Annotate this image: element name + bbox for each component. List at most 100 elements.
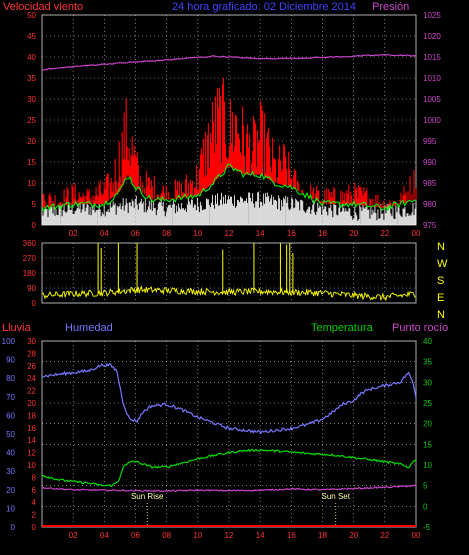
wind-speed-axis-label: Velocidad viento xyxy=(3,1,83,13)
rain-tick-label: 10 xyxy=(27,461,36,470)
chart-title: 24 hora graficado: 02 Diciembre 2014 xyxy=(172,1,356,13)
temperature-humidity-panel: 02 04 06 08 10 12 14 16 18 20 22 000102030405060708… xyxy=(2,337,433,540)
rain-axis-label: Lluvia xyxy=(2,322,32,334)
rain-tick-label: 8 xyxy=(32,473,37,482)
right-tick-label: 975 xyxy=(423,221,437,230)
dewpoint-axis-label: Punto rocío xyxy=(392,322,448,334)
x-tick-label: 04 xyxy=(100,229,109,238)
left-tick-label: 5 xyxy=(32,200,37,209)
left-tick-label: 15 xyxy=(27,158,36,167)
right-tick-label: 1000 xyxy=(423,116,441,125)
direction-tick-label: 270 xyxy=(23,254,37,263)
wind-avg-bars xyxy=(41,191,417,225)
x-tick-label: 00 xyxy=(412,229,421,238)
right-tick-label: 990 xyxy=(423,158,437,167)
x-tick-label: 10 xyxy=(193,229,202,238)
x-tick-label: 02 xyxy=(69,531,78,540)
left-tick-label: 25 xyxy=(27,116,36,125)
temperature-tick-label: 15 xyxy=(423,440,432,449)
right-tick-label: 1025 xyxy=(423,11,441,20)
direction-tick-label: 180 xyxy=(23,269,37,278)
x-tick-label: 20 xyxy=(349,531,358,540)
rain-tick-label: 0 xyxy=(32,523,37,532)
rain-tick-label: 12 xyxy=(27,449,36,458)
rain-tick-label: 4 xyxy=(32,498,37,507)
sun-annotation-label: Sun Set xyxy=(322,492,351,501)
rain-tick-label: 26 xyxy=(27,362,36,371)
x-tick-label: 14 xyxy=(256,531,265,540)
left-tick-label: 30 xyxy=(27,95,36,104)
rain-tick-label: 16 xyxy=(27,424,36,433)
temperature-tick-label: 20 xyxy=(423,420,432,429)
right-tick-label: 980 xyxy=(423,200,437,209)
rain-tick-label: 28 xyxy=(27,349,36,358)
temperature-tick-label: 40 xyxy=(423,337,432,346)
left-tick-label: 35 xyxy=(27,74,36,83)
x-tick-label: 18 xyxy=(318,531,327,540)
rain-tick-label: 6 xyxy=(32,486,37,495)
x-tick-label: 18 xyxy=(318,229,327,238)
x-tick-label: 20 xyxy=(349,229,358,238)
temperature-tick-label: 35 xyxy=(423,358,432,367)
temperature-line xyxy=(41,448,417,487)
humidity-tick-label: 20 xyxy=(6,486,15,495)
humidity-tick-label: 50 xyxy=(6,430,15,439)
wind-gust-average-line xyxy=(41,163,417,213)
direction-tick-label: 0 xyxy=(32,299,37,308)
wind-direction-line xyxy=(41,285,417,302)
left-tick-label: 40 xyxy=(27,53,36,62)
compass-label: N xyxy=(437,241,445,253)
x-tick-label: 12 xyxy=(225,531,234,540)
rain-tick-label: 18 xyxy=(27,411,36,420)
right-tick-label: 1005 xyxy=(423,95,441,104)
humidity-tick-label: 60 xyxy=(6,411,15,420)
compass-label: N xyxy=(437,309,445,321)
temperature-tick-label: 0 xyxy=(423,502,428,511)
humidity-tick-label: 100 xyxy=(2,337,16,346)
x-tick-label: 06 xyxy=(131,531,140,540)
temperature-axis-label: Temperatura xyxy=(311,322,374,334)
humidity-tick-label: 90 xyxy=(6,356,15,365)
wind-gust-bars xyxy=(42,77,417,209)
x-tick-label: 12 xyxy=(225,229,234,238)
humidity-line xyxy=(41,362,417,435)
rain-tick-label: 14 xyxy=(27,436,36,445)
temperature-tick-label: -5 xyxy=(423,523,431,532)
temperature-tick-label: 10 xyxy=(423,461,432,470)
humidity-tick-label: 40 xyxy=(6,449,15,458)
right-tick-label: 1020 xyxy=(423,32,441,41)
temperature-tick-label: 5 xyxy=(423,482,428,491)
x-tick-label: 08 xyxy=(162,229,171,238)
dewpoint-line xyxy=(41,484,417,493)
x-tick-label: 06 xyxy=(131,229,140,238)
direction-tick-label: 360 xyxy=(23,239,37,248)
right-tick-label: 1010 xyxy=(423,74,441,83)
rain-tick-label: 22 xyxy=(27,387,36,396)
right-tick-label: 985 xyxy=(423,179,437,188)
direction-tick-label: 90 xyxy=(27,284,36,293)
rain-tick-label: 30 xyxy=(27,337,36,346)
right-tick-label: 1015 xyxy=(423,53,441,62)
wind-pressure-panel: 02 04 06 08 10 12 14 16 18 20 22 000510152025303540… xyxy=(27,11,441,238)
x-tick-label: 22 xyxy=(380,229,389,238)
x-tick-label: 14 xyxy=(256,229,265,238)
rain-tick-label: 20 xyxy=(27,399,36,408)
left-tick-label: 45 xyxy=(27,32,36,41)
humidity-axis-label: Humedad xyxy=(65,322,113,334)
left-tick-label: 50 xyxy=(27,11,36,20)
temperature-tick-label: 25 xyxy=(423,399,432,408)
humidity-tick-label: 80 xyxy=(6,374,15,383)
x-tick-label: 22 xyxy=(380,531,389,540)
rain-tick-label: 24 xyxy=(27,374,36,383)
x-tick-label: 00 xyxy=(412,531,421,540)
temperature-tick-label: 30 xyxy=(423,378,432,387)
humidity-tick-label: 70 xyxy=(6,393,15,402)
left-tick-label: 0 xyxy=(32,221,37,230)
pressure-line xyxy=(41,53,417,71)
sun-annotation-label: Sun Rise xyxy=(131,492,164,501)
humidity-tick-label: 0 xyxy=(11,523,16,532)
x-tick-label: 04 xyxy=(100,531,109,540)
